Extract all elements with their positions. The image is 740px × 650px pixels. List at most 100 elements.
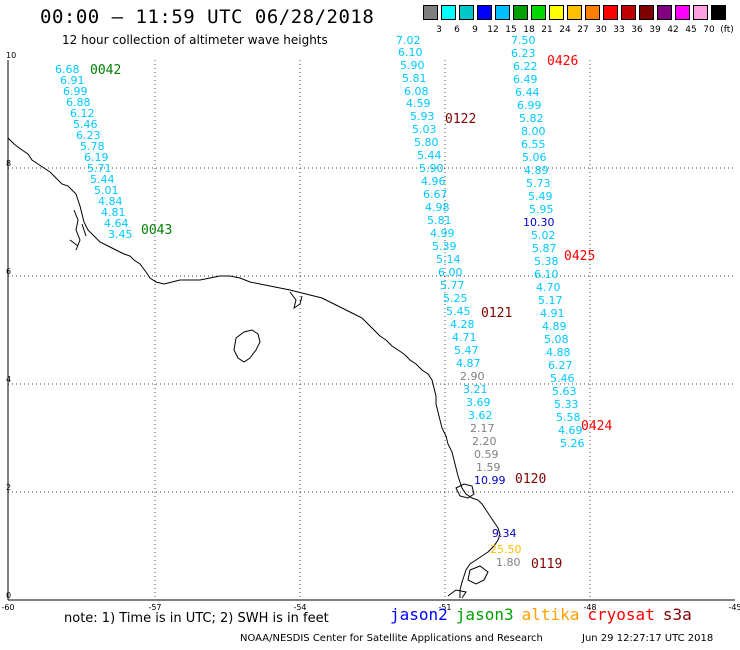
- wave-height-value: 5.90: [400, 59, 425, 72]
- wave-height-value: 1.59: [476, 461, 501, 474]
- wave-height-value: 6.12: [70, 107, 95, 120]
- wave-height-value: 4.88: [546, 346, 571, 359]
- color-swatch: [657, 5, 672, 20]
- legend-jason3: jason3: [455, 605, 514, 624]
- legend-jason2: jason2: [390, 605, 448, 624]
- x-tick-label: -54: [293, 603, 306, 612]
- wave-height-value: 4.71: [452, 331, 477, 344]
- color-swatch: [567, 5, 582, 20]
- x-tick-label: -51: [438, 603, 451, 612]
- wave-height-value: 5.44: [90, 173, 115, 186]
- pass-time-label: 0425: [564, 249, 595, 264]
- color-swatch: [441, 5, 456, 20]
- color-scale-label: 9: [472, 25, 478, 35]
- wave-height-value: 6.10: [534, 268, 559, 281]
- color-swatch: [693, 5, 708, 20]
- color-swatch: [603, 5, 618, 20]
- color-scale-label: 30: [595, 25, 607, 35]
- color-scale-label: 45: [685, 25, 697, 35]
- wave-height-value: 6.91: [60, 74, 85, 87]
- wave-height-value: 5.45: [446, 305, 471, 318]
- color-scale-label: 12: [487, 25, 499, 35]
- pass-time-label: 0424: [581, 419, 612, 434]
- wave-height-value: 5.33: [554, 398, 579, 411]
- y-tick-label: 4: [6, 375, 11, 384]
- y-tick-label: 10: [6, 51, 16, 60]
- coastline: [7, 137, 501, 599]
- legend-cryosat: cryosat: [587, 605, 655, 624]
- wave-height-value: 5.95: [529, 203, 554, 216]
- wave-height-value: 4.70: [536, 281, 561, 294]
- wave-height-value: 5.81: [402, 72, 427, 85]
- legend-altika: altika: [521, 605, 580, 624]
- wave-height-value: 5.82: [519, 112, 544, 125]
- legend-s3a: s3a: [662, 605, 692, 624]
- wave-height-value: 5.81: [427, 214, 452, 227]
- wave-height-value: 4.89: [542, 320, 567, 333]
- pass-time-label: 0121: [481, 306, 512, 321]
- color-scale-label: 3: [436, 25, 442, 35]
- wave-height-value: 6.99: [63, 85, 88, 98]
- color-swatch: [711, 5, 726, 20]
- wave-height-value: 5.46: [550, 372, 575, 385]
- wave-height-value: 8.00: [521, 125, 546, 138]
- coastline-delta: [447, 565, 489, 599]
- wave-height-value: 4.69: [558, 424, 583, 437]
- color-swatch: [495, 5, 510, 20]
- generated-timestamp: Jun 29 12:27:17 UTC 2018: [582, 633, 714, 644]
- pass-time-label: 0426: [547, 54, 578, 69]
- x-tick-label: -60: [1, 603, 14, 612]
- pass-time-label: 0119: [531, 557, 562, 572]
- wave-height-value: 6.55: [521, 138, 546, 151]
- coastline-river-mouth: [69, 209, 87, 251]
- color-scale-label: 18: [523, 25, 535, 35]
- color-scale-label: 70: [703, 25, 715, 35]
- wave-height-value: 5.80: [414, 136, 439, 149]
- color-scale-label: 24: [559, 25, 571, 35]
- color-swatch: [423, 5, 438, 20]
- track-0122-0121-0120-0119: 7.026.105.905.816.084.595.935.035.805.44…: [396, 34, 562, 572]
- altimeter-tracks: 6.686.916.996.886.125.466.235.786.195.71…: [55, 34, 612, 572]
- wave-height-value: 4.84: [98, 195, 123, 208]
- wave-height-value: 3.69: [466, 396, 491, 409]
- color-scale-label: 39: [649, 25, 661, 35]
- wave-height-value: 5.87: [532, 242, 557, 255]
- wave-height-value: 5.44: [417, 149, 442, 162]
- pass-time-label: 0122: [445, 112, 476, 127]
- coastline-mainland: [7, 137, 501, 598]
- satellite-legend: jason2 jason3 altika cryosat s3a: [390, 605, 700, 624]
- island: [233, 329, 261, 363]
- color-swatch: [459, 5, 474, 20]
- wave-height-value: 3.45: [108, 228, 133, 241]
- wave-height-value: 4.59: [406, 97, 431, 110]
- color-scale-label: (ft): [720, 25, 734, 35]
- color-swatch: [513, 5, 528, 20]
- pass-time-label: 0120: [515, 472, 546, 487]
- wave-height-value: 5.93: [410, 110, 435, 123]
- wave-height-value: 4.28: [450, 318, 475, 331]
- color-swatch: [585, 5, 600, 20]
- wave-height-value: 5.78: [80, 140, 105, 153]
- wave-height-value: 3.62: [468, 409, 493, 422]
- color-scale-label: 15: [505, 25, 517, 35]
- wave-height-value: 1.80: [496, 556, 521, 569]
- wave-height-value: 6.22: [513, 60, 538, 73]
- wave-height-value: 6.23: [76, 129, 101, 142]
- x-tick-label: -48: [583, 603, 596, 612]
- color-scale-label: 21: [541, 25, 553, 35]
- wave-height-value: 5.71: [87, 162, 112, 175]
- wave-height-value: 6.44: [515, 86, 540, 99]
- page-subtitle: 12 hour collection of altimeter wave hei…: [62, 33, 328, 47]
- wave-height-value: 2.17: [470, 422, 495, 435]
- wave-height-value: 5.63: [552, 385, 577, 398]
- color-scale-label: 36: [631, 25, 643, 35]
- wave-height-value: 6.23: [511, 47, 536, 60]
- wave-height-value: 5.38: [534, 255, 559, 268]
- y-tick-label: 0: [6, 591, 11, 600]
- wave-height-value: 4.89: [524, 164, 549, 177]
- wave-height-value: 5.90: [419, 162, 444, 175]
- wave-height-value: 6.67: [423, 188, 448, 201]
- wave-height-value: 5.06: [522, 151, 547, 164]
- island-small: [455, 483, 475, 499]
- color-scale-label: 42: [667, 25, 679, 35]
